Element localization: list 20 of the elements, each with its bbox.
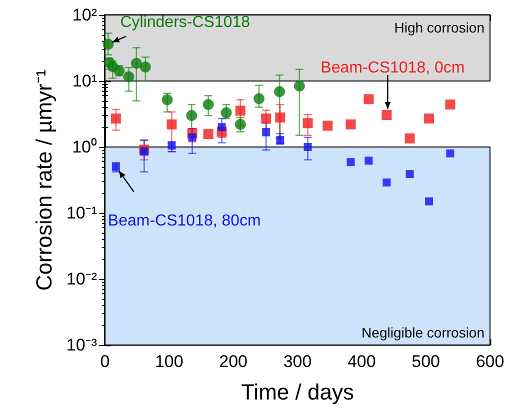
y-tick-label: 10⁻² [66,270,98,288]
x-tick-label: 100 [154,352,184,371]
band-label: Negligible corrosion [362,324,484,340]
band-label: High corrosion [394,20,484,36]
y-tick-label: 10⁻³ [66,336,98,354]
x-tick-label: 300 [283,352,312,371]
y-axis-title: Corrosion rate / µmyr⁻¹ [32,69,56,291]
y-tick-label: 10¹ [72,72,98,90]
x-tick-label: 400 [347,352,376,371]
x-axis-title: Time / days [241,380,354,404]
series-label: Cylinders-CS1018 [120,14,250,31]
y-tick-label: 10⁰ [72,138,97,156]
x-tick-label: 600 [476,352,504,371]
text: Beam-CS1018, 80cm [108,212,261,230]
y-tick-label: 10² [72,6,98,24]
x-tick-label: 200 [219,352,248,371]
y-tick-label: 10⁻¹ [66,204,98,222]
series-label: Beam-CS1018, 0cm [320,60,465,77]
x-tick-label: 0 [100,352,110,371]
x-tick-label: 500 [412,352,440,371]
